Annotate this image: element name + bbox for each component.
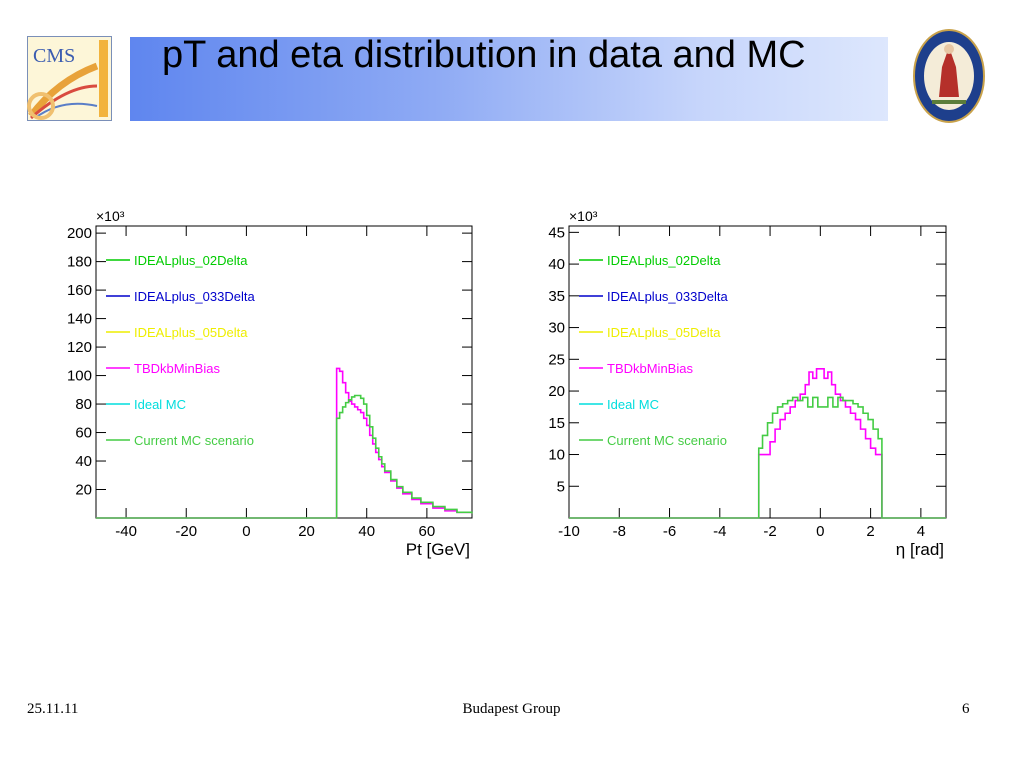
- legend-label: Current MC scenario: [134, 433, 254, 448]
- y-tick-label: 100: [67, 368, 92, 385]
- x-tick-label: 0: [816, 523, 824, 540]
- y-tick-label: 20: [75, 482, 92, 499]
- x-tick-label: 0: [242, 523, 250, 540]
- y-tick-label: 10: [548, 447, 565, 464]
- x-tick-label: -4: [713, 523, 726, 540]
- cms-logo: CMS: [27, 36, 112, 121]
- y-tick-label: 30: [548, 320, 565, 337]
- x-axis-label: η [rad]: [896, 540, 944, 559]
- x-tick-label: -40: [115, 523, 137, 540]
- cms-logo-text: CMS: [33, 45, 75, 67]
- y-tick-label: 5: [557, 478, 565, 495]
- footer-group: Budapest Group: [462, 701, 561, 717]
- y-tick-label: 40: [75, 453, 92, 470]
- y-tick-label: 60: [75, 425, 92, 442]
- x-tick-label: 20: [298, 523, 315, 540]
- slide-title: pT and eta distribution in data and MC: [162, 34, 806, 76]
- x-tick-label: 2: [866, 523, 874, 540]
- academy-seal-icon: [913, 29, 985, 123]
- legend-label: TBDkbMinBias: [607, 361, 693, 376]
- x-tick-label: 4: [917, 523, 925, 540]
- footer-date: 25.11.11: [27, 701, 79, 717]
- legend-label: Ideal MC: [134, 397, 186, 412]
- title-banner: [130, 37, 888, 121]
- x-tick-label: 60: [419, 523, 436, 540]
- x-axis-label: Pt [GeV]: [406, 540, 470, 559]
- y-tick-label: 15: [548, 415, 565, 432]
- y-tick-label: 25: [548, 351, 565, 368]
- axis-multiplier-label: ×10³: [96, 208, 125, 224]
- legend-label: IDEALplus_033Delta: [134, 289, 255, 304]
- x-tick-label: -20: [175, 523, 197, 540]
- legend-label: IDEALplus_02Delta: [607, 253, 721, 268]
- y-tick-label: 40: [548, 256, 565, 273]
- y-tick-label: 45: [548, 224, 565, 241]
- page-number: 6: [962, 701, 970, 717]
- x-tick-label: -2: [763, 523, 776, 540]
- eta-plot-frame: [568, 225, 947, 519]
- y-tick-label: 140: [67, 311, 92, 328]
- y-tick-label: 200: [67, 225, 92, 242]
- series-tbdkbminbias: [569, 368, 946, 519]
- y-tick-label: 80: [75, 396, 92, 413]
- legend-label: Ideal MC: [607, 397, 659, 412]
- series-current-mc-scenario: [96, 394, 473, 519]
- legend-label: Current MC scenario: [607, 433, 727, 448]
- y-tick-label: 160: [67, 282, 92, 299]
- y-tick-label: 180: [67, 254, 92, 271]
- y-tick-label: 120: [67, 339, 92, 356]
- x-tick-label: -10: [558, 523, 580, 540]
- axis-multiplier-label: ×10³: [569, 208, 598, 224]
- x-tick-label: 40: [358, 523, 375, 540]
- y-tick-label: 35: [548, 288, 565, 305]
- legend-label: IDEALplus_05Delta: [134, 325, 248, 340]
- legend-label: TBDkbMinBias: [134, 361, 220, 376]
- pt-plot-frame: [95, 225, 473, 519]
- series-current-mc-scenario: [569, 396, 946, 519]
- legend-label: IDEALplus_033Delta: [607, 289, 728, 304]
- y-tick-label: 20: [548, 383, 565, 400]
- x-tick-label: -8: [613, 523, 626, 540]
- x-tick-label: -6: [663, 523, 676, 540]
- legend-label: IDEALplus_02Delta: [134, 253, 248, 268]
- legend-label: IDEALplus_05Delta: [607, 325, 721, 340]
